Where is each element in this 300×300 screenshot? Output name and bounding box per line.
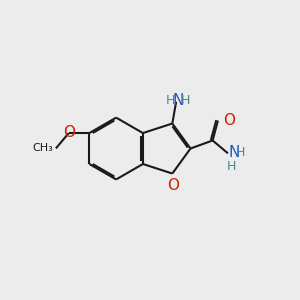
Text: O: O: [63, 125, 75, 140]
Text: H: H: [235, 146, 245, 159]
Text: H: H: [227, 160, 236, 173]
Text: O: O: [167, 178, 179, 193]
Text: O: O: [223, 113, 235, 128]
Text: H: H: [166, 94, 175, 107]
Text: CH₃: CH₃: [32, 143, 53, 153]
Text: N: N: [229, 145, 240, 160]
Text: H: H: [180, 94, 190, 107]
Text: N: N: [172, 93, 184, 108]
